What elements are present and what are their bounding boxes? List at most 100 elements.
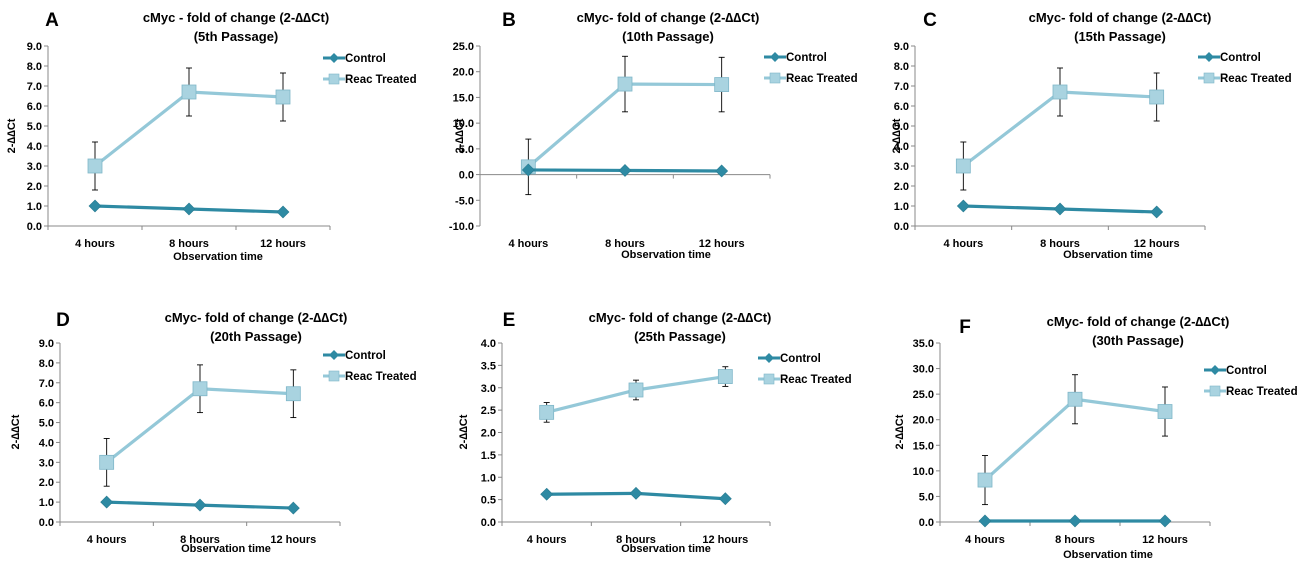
y-tick-label: 1.0 [27, 201, 42, 213]
x-tick-label: 8 hours [180, 534, 220, 546]
y-tick-label: 7.0 [894, 81, 909, 93]
y-tick-label: 3.0 [481, 383, 496, 395]
panel-letter: B [502, 10, 516, 31]
x-tick-label: 4 hours [508, 238, 548, 250]
x-axis-title: Observation time [181, 543, 271, 555]
data-point-square [285, 386, 301, 402]
data-point-diamond [618, 164, 632, 177]
y-tick-label: 9.0 [27, 41, 42, 53]
panel-letter: C [923, 10, 937, 31]
legend-label-treated: Reac Treated [780, 374, 852, 386]
chart-title: (10th Passage) [622, 29, 714, 44]
y-tick-label: 1.0 [481, 472, 496, 484]
legend-marker-diamond [1210, 365, 1220, 375]
y-tick-label: 9.0 [894, 41, 909, 53]
data-point-square [1067, 391, 1083, 407]
y-tick-label: -5.0 [455, 195, 474, 207]
legend: Control Reac Treated [1198, 52, 1292, 85]
series-control [978, 514, 1172, 528]
panel-letter: F [959, 317, 971, 338]
legend-label-control: Control [1226, 365, 1267, 377]
y-tick-label: -10.0 [449, 221, 474, 233]
y-tick-label: 4.0 [39, 437, 54, 449]
y-tick-label: 0.0 [481, 517, 496, 529]
y-tick-label: 3.0 [894, 161, 909, 173]
x-tick-label: 4 hours [527, 534, 567, 546]
chart-title: cMyc- fold of change (2-∆∆Ct) [577, 10, 760, 25]
data-point-diamond [1053, 202, 1067, 216]
y-tick-label: 20.0 [453, 67, 474, 79]
series-control [956, 199, 1164, 219]
y-tick-label: 1.0 [39, 497, 54, 509]
series-reac-treated [955, 67, 1165, 191]
y-tick-label: 2.5 [481, 405, 496, 417]
legend-label-treated: Reac Treated [786, 73, 858, 85]
chart-title: (25th Passage) [634, 329, 726, 344]
y-tick-label: 25.0 [913, 389, 934, 401]
y-tick-label: 1.5 [481, 450, 496, 462]
y-tick-label: 15.0 [913, 440, 934, 452]
y-tick-label: 7.0 [39, 378, 54, 390]
legend-marker-diamond [764, 353, 774, 363]
legend-marker-square [1209, 385, 1221, 397]
data-point-diamond [286, 501, 300, 515]
y-tick-label: 6.0 [39, 398, 54, 410]
legend-marker-square [1203, 72, 1215, 84]
y-tick-label: 0.0 [894, 221, 909, 233]
y-tick-label: 4.0 [481, 338, 496, 350]
legend-marker-diamond [770, 52, 780, 62]
x-tick-label: 12 hours [260, 238, 306, 250]
series-control [88, 199, 290, 219]
x-axis-title: Observation time [1063, 249, 1153, 261]
x-tick-label: 12 hours [1134, 238, 1180, 250]
data-point-square [181, 84, 197, 100]
y-tick-label: 3.0 [39, 457, 54, 469]
chart-title: (30th Passage) [1092, 333, 1184, 348]
chart-title: cMyc- fold of change (2-∆∆Ct) [1029, 10, 1212, 25]
series-reac-treated [977, 374, 1173, 506]
data-point-diamond [540, 487, 554, 501]
y-tick-label: 5.0 [459, 144, 474, 156]
data-point-diamond [718, 492, 732, 506]
y-tick-label: 35.0 [913, 338, 934, 350]
chart-title: cMyc- fold of change (2-∆∆Ct) [589, 310, 772, 325]
x-tick-label: 8 hours [169, 238, 209, 250]
y-tick-label: 2.0 [27, 181, 42, 193]
legend: Control Reac Treated [323, 350, 417, 383]
legend: Control Reac Treated [1204, 365, 1298, 398]
y-tick-label: 6.0 [27, 101, 42, 113]
legend-label-treated: Reac Treated [1220, 73, 1292, 85]
y-tick-label: 9.0 [39, 338, 54, 350]
x-axis-title: Observation time [621, 249, 711, 261]
data-point-square [617, 76, 633, 92]
y-tick-label: 0.0 [459, 170, 474, 182]
y-tick-label: 4.0 [894, 141, 909, 153]
legend-label-control: Control [345, 53, 386, 65]
data-point-diamond [1158, 514, 1172, 528]
y-axis-title: 2-∆∆Ct [6, 118, 18, 153]
data-point-diamond [88, 199, 102, 213]
y-tick-label: 0.0 [39, 517, 54, 529]
y-axis-title: 2-∆∆Ct [894, 414, 906, 449]
series-control [100, 495, 300, 515]
y-tick-label: 3.5 [481, 360, 496, 372]
legend-label-control: Control [780, 353, 821, 365]
data-point-square [1157, 404, 1173, 419]
y-axis-title: 2-∆∆Ct [10, 414, 22, 449]
y-tick-label: 2.0 [481, 428, 496, 440]
y-tick-label: 20.0 [913, 415, 934, 427]
x-tick-label: 8 hours [1055, 534, 1095, 546]
data-point-square [717, 369, 733, 384]
series-reac-treated [539, 366, 733, 423]
y-tick-label: 0.0 [919, 517, 934, 529]
y-tick-label: 6.0 [894, 101, 909, 113]
y-tick-label: 5.0 [919, 491, 934, 503]
data-point-square [99, 454, 115, 470]
data-point-square [714, 77, 730, 92]
data-point-square [539, 404, 555, 420]
x-tick-label: 4 hours [965, 534, 1005, 546]
